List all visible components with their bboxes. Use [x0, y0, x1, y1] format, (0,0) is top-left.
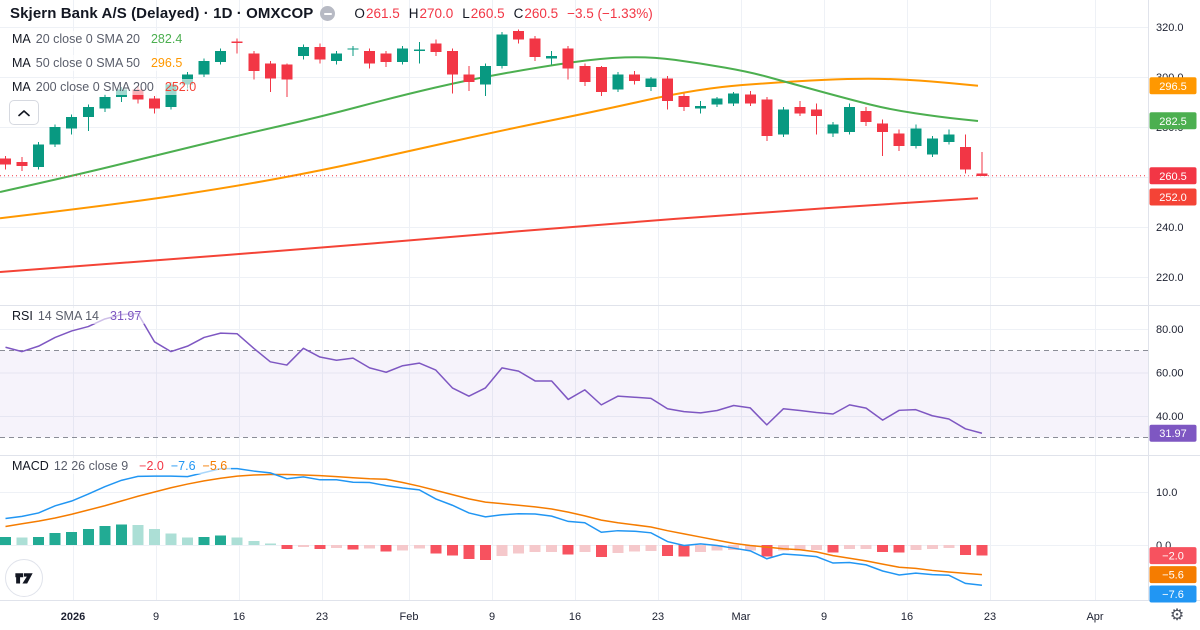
indicator-params: 14 SMA 14	[37, 309, 99, 323]
axis-badge: 252.0	[1149, 188, 1197, 206]
indicator-params: 20 close 0 SMA 20	[35, 32, 140, 46]
time-tick-label: 23	[984, 611, 996, 623]
time-tick-label: 23	[652, 611, 664, 623]
svg-text:260.5: 260.5	[1159, 171, 1187, 183]
open-value: 261.5	[365, 6, 400, 21]
svg-text:252.0: 252.0	[1159, 192, 1187, 204]
indicator-value: 31.97	[110, 309, 142, 323]
ohlc-readout: O 261.5 H 270.0 L 260.5 C 260.5 −3.5 (−1.33%…	[354, 6, 652, 21]
indicator-params: 12 26 close 9	[53, 459, 129, 473]
time-tick-label: 23	[316, 611, 328, 623]
svg-text:−2.0: −2.0	[1162, 551, 1184, 563]
indicator-name: MA	[12, 80, 31, 94]
close-label: C	[513, 6, 524, 21]
chevron-up-icon	[18, 109, 30, 116]
gear-icon[interactable]: ⚙	[1169, 606, 1185, 624]
indicator-name: MA	[12, 56, 31, 70]
axis-badge: 31.97	[1149, 424, 1197, 442]
time-tick-label: 2026	[61, 611, 85, 623]
time-axis[interactable]	[0, 600, 1200, 630]
svg-text:296.5: 296.5	[1159, 81, 1187, 93]
time-tick-label: Feb	[400, 611, 419, 623]
pane-separators	[0, 0, 1200, 601]
svg-text:−5.6: −5.6	[1162, 570, 1184, 582]
indicator-value: 252.0	[164, 80, 197, 94]
indicator-name: RSI	[12, 309, 33, 323]
time-tick-label: Mar	[732, 611, 751, 623]
sma-50-line	[0, 77, 979, 220]
macd-line-value: −7.6	[170, 459, 196, 473]
price-tick-label: 220.0	[1156, 272, 1184, 284]
rsi-tick-label: 40.00	[1156, 411, 1184, 423]
collapse-legend-button[interactable]	[9, 100, 39, 125]
time-tick-label: 16	[569, 611, 581, 623]
indicator-legend-macd[interactable]: MACD 12 26 close 9 −2.0 −7.6 −5.6	[10, 458, 232, 474]
close-value: 260.5	[524, 6, 559, 21]
chart-header: Skjern Bank A/S (Delayed) · 1D · OMXCOP …	[10, 5, 653, 22]
low-value: 260.5	[470, 6, 505, 21]
axis-badge: 282.5	[1149, 112, 1197, 130]
macd-tick-label: 10.0	[1156, 487, 1177, 499]
indicator-name: MACD	[12, 459, 49, 473]
rsi-tick-label: 80.00	[1156, 324, 1184, 336]
rsi-tick-label: 60.00	[1156, 367, 1184, 379]
open-label: O	[354, 6, 365, 21]
svg-text:31.97: 31.97	[1159, 428, 1187, 440]
macd-signal-value: −5.6	[202, 459, 228, 473]
time-tick-label: 9	[821, 611, 827, 623]
time-tick-label: 16	[233, 611, 245, 623]
indicator-legend-ma20[interactable]: MA 20 close 0 SMA 20 282.4	[10, 31, 187, 47]
change-value: −3.5 (−1.33%)	[567, 6, 653, 21]
macd-histogram-value: −2.0	[139, 459, 164, 473]
high-label: H	[408, 6, 419, 21]
macd-line	[5, 467, 983, 587]
high-value: 270.0	[419, 6, 454, 21]
time-tick-label: 9	[489, 611, 495, 623]
axis-badge: 260.5	[1149, 167, 1197, 185]
axis-badge: −5.6	[1149, 566, 1197, 584]
price-axis[interactable]	[1148, 0, 1200, 600]
rsi-band	[0, 350, 1148, 438]
time-axis-labels: 2026 9 16 23 Feb 9 16 23 Mar 9 16 23 Apr	[61, 611, 1104, 623]
axis-badge: −7.6	[1149, 585, 1197, 603]
macd-signal-line	[5, 473, 983, 576]
tradingview-logo[interactable]	[5, 559, 43, 597]
indicator-value: 296.5	[150, 56, 183, 70]
time-tick-label: 9	[153, 611, 159, 623]
indicator-legend-rsi[interactable]: RSI 14 SMA 14 31.97	[10, 308, 146, 324]
time-tick-label: 16	[901, 611, 913, 623]
axis-badge: 296.5	[1149, 77, 1197, 95]
indicator-legend-ma50[interactable]: MA 50 close 0 SMA 50 296.5	[10, 55, 187, 71]
candlestick-series	[0, 29, 988, 176]
minus-circle-icon[interactable]	[320, 6, 336, 21]
svg-text:282.5: 282.5	[1159, 116, 1187, 128]
symbol-title[interactable]: Skjern Bank A/S (Delayed) · 1D · OMXCOP	[10, 5, 314, 22]
axis-badge: −2.0	[1149, 547, 1197, 565]
price-tick-label: 240.0	[1156, 222, 1184, 234]
time-tick-label: Apr	[1086, 611, 1103, 623]
sma-200-line	[0, 197, 979, 273]
price-tick-label: 320.0	[1156, 22, 1184, 34]
indicator-params: 200 close 0 SMA 200	[35, 80, 154, 94]
svg-text:−7.6: −7.6	[1162, 589, 1184, 601]
indicator-name: MA	[12, 32, 31, 46]
rsi-line	[5, 312, 983, 434]
indicator-params: 50 close 0 SMA 50	[35, 56, 140, 70]
tradingview-logo-icon	[15, 573, 33, 584]
low-label: L	[462, 6, 470, 21]
indicator-legend-ma200[interactable]: MA 200 close 0 SMA 200 252.0	[10, 79, 201, 95]
macd-histogram	[0, 524, 988, 560]
indicator-value: 282.4	[150, 32, 183, 46]
